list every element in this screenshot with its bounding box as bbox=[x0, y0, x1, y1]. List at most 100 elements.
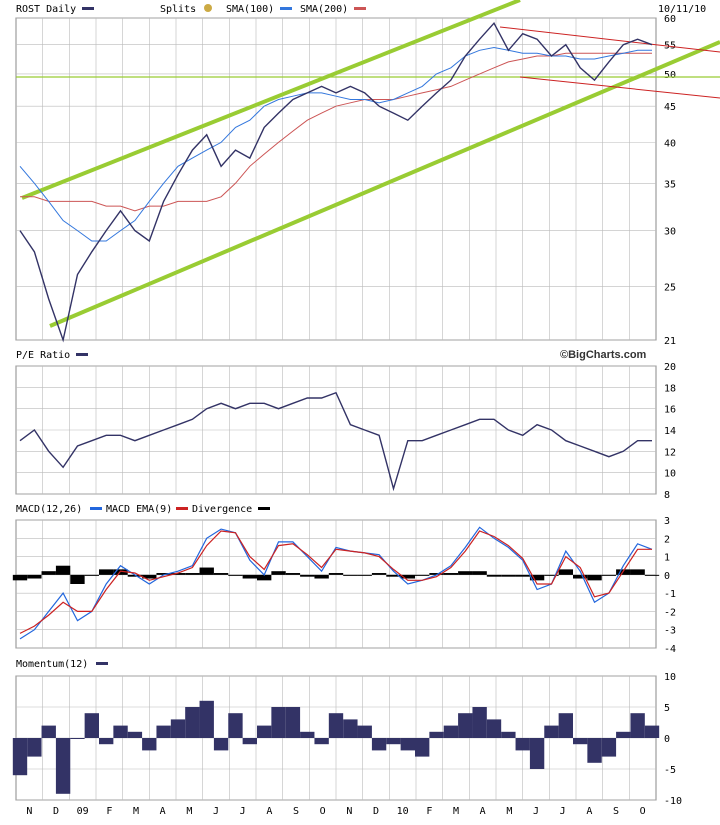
pe_ratio-ytick-label: 14 bbox=[664, 426, 676, 437]
momentum-bar bbox=[573, 738, 588, 745]
month-label: 09 bbox=[77, 806, 89, 817]
momentum-ytick-label: -10 bbox=[664, 796, 682, 807]
sma100-swatch bbox=[280, 7, 292, 10]
month-label: M bbox=[133, 806, 139, 817]
ticker-swatch bbox=[82, 7, 94, 10]
momentum-bar bbox=[371, 738, 387, 751]
month-label: M bbox=[506, 806, 512, 817]
price-ytick-label: 40 bbox=[664, 138, 676, 149]
month-label: A bbox=[480, 806, 486, 817]
watermark: ©BigCharts.com bbox=[560, 349, 647, 361]
month-label: J bbox=[533, 806, 539, 817]
divergence-bar bbox=[12, 574, 28, 581]
trend-channel-lower bbox=[49, 40, 720, 328]
divergence-bar bbox=[27, 574, 42, 579]
month-label: A bbox=[160, 806, 166, 817]
momentum-bar bbox=[558, 713, 573, 738]
momentum-bar bbox=[644, 725, 660, 738]
momentum-bar bbox=[529, 738, 545, 769]
momentum-bar bbox=[616, 731, 631, 738]
momentum-bar bbox=[242, 738, 257, 745]
momentum-bar bbox=[170, 719, 186, 738]
price-ytick-label: 35 bbox=[664, 179, 676, 190]
momentum-bar bbox=[127, 731, 143, 738]
price-ytick-label: 30 bbox=[664, 227, 676, 238]
legend-pe: P/E Ratio ©BigCharts.com bbox=[16, 349, 647, 361]
divergence-bar bbox=[343, 574, 358, 576]
pe-swatch bbox=[76, 353, 88, 356]
momentum-panel: -10 -5 0 5 10 bbox=[12, 672, 682, 807]
momentum-bar bbox=[285, 707, 301, 738]
sma200-swatch bbox=[354, 7, 366, 10]
divergence-bar bbox=[630, 569, 645, 575]
momentum-bar bbox=[156, 725, 171, 738]
momentum-bar bbox=[601, 738, 617, 757]
momentum-swatch bbox=[96, 662, 108, 665]
pe_ratio-ytick-label: 12 bbox=[664, 447, 676, 458]
momentum-bar bbox=[443, 725, 459, 738]
momentum-bar bbox=[55, 738, 71, 794]
macd-ema-swatch bbox=[176, 507, 188, 510]
momentum-bar bbox=[213, 738, 229, 751]
splits-icon bbox=[204, 4, 212, 12]
month-label: O bbox=[640, 806, 646, 817]
divergence-bar bbox=[501, 574, 516, 577]
divergence-bar bbox=[70, 574, 85, 584]
chart-panels: 2125303540455055608101214161820-4-3-2-10… bbox=[12, 0, 720, 807]
header-legend: ROST Daily Splits SMA(100) SMA(200) 10/1… bbox=[16, 4, 706, 15]
chart-date: 10/11/10 bbox=[658, 4, 706, 15]
month-label: O bbox=[320, 806, 326, 817]
divergence-swatch bbox=[258, 507, 270, 510]
divergence-label: Divergence bbox=[192, 504, 252, 515]
divergence-bar bbox=[285, 573, 301, 575]
divergence-bar bbox=[386, 574, 401, 577]
price-ytick-label: 50 bbox=[664, 70, 676, 81]
macd-ema-line bbox=[19, 530, 652, 634]
month-label: M bbox=[453, 806, 459, 817]
macd-ytick-label: -3 bbox=[664, 626, 676, 637]
momentum-ytick-label: 5 bbox=[664, 703, 670, 714]
divergence-bar bbox=[644, 574, 660, 576]
month-label: J bbox=[560, 806, 566, 817]
divergence-bar bbox=[170, 573, 186, 575]
x-axis-months: N D 09 F M A M J J A S O N D 10 F M A M J J A S O bbox=[26, 806, 645, 817]
price-ytick-label: 21 bbox=[664, 336, 676, 347]
momentum-ytick-label: 10 bbox=[664, 672, 676, 683]
price-panel: 212530354045505560 bbox=[15, 0, 720, 347]
price-line bbox=[19, 21, 653, 343]
divergence-bar bbox=[41, 571, 56, 575]
divergence-bar bbox=[371, 573, 387, 575]
momentum-bar bbox=[458, 713, 473, 738]
momentum-bar bbox=[27, 738, 42, 757]
divergence-bar bbox=[443, 573, 459, 575]
momentum-bar bbox=[544, 725, 559, 738]
divergence-bar bbox=[271, 571, 286, 575]
month-label: F bbox=[106, 806, 112, 817]
macd-ytick-label: 2 bbox=[664, 534, 670, 545]
momentum-bar bbox=[185, 707, 200, 738]
momentum-bar bbox=[257, 725, 272, 738]
pe-title: P/E Ratio bbox=[16, 350, 70, 361]
macd-title: MACD(12,26) bbox=[16, 504, 82, 515]
trend-channel-upper bbox=[21, 0, 521, 200]
divergence-bar bbox=[400, 574, 415, 579]
ticker-label: ROST Daily bbox=[16, 4, 76, 15]
price-ytick-label: 25 bbox=[664, 283, 676, 294]
momentum-bar bbox=[113, 725, 128, 738]
divergence-bar bbox=[486, 574, 502, 577]
pe_ratio-ytick-label: 8 bbox=[664, 490, 670, 501]
divergence-bar bbox=[472, 571, 487, 575]
momentum-bar bbox=[400, 738, 415, 751]
macd-ytick-label: 0 bbox=[664, 571, 670, 582]
pe_ratio-ytick-label: 16 bbox=[664, 405, 676, 416]
month-label: S bbox=[293, 806, 299, 817]
momentum-bar bbox=[99, 738, 114, 745]
month-label: 10 bbox=[397, 806, 409, 817]
momentum-bar bbox=[70, 738, 85, 739]
splits-label: Splits bbox=[160, 4, 196, 15]
price-ytick-label: 45 bbox=[664, 102, 676, 113]
price-ytick-label: 60 bbox=[664, 14, 676, 25]
macd-line bbox=[19, 526, 653, 640]
macd-ema-label: MACD EMA(9) bbox=[106, 504, 172, 515]
